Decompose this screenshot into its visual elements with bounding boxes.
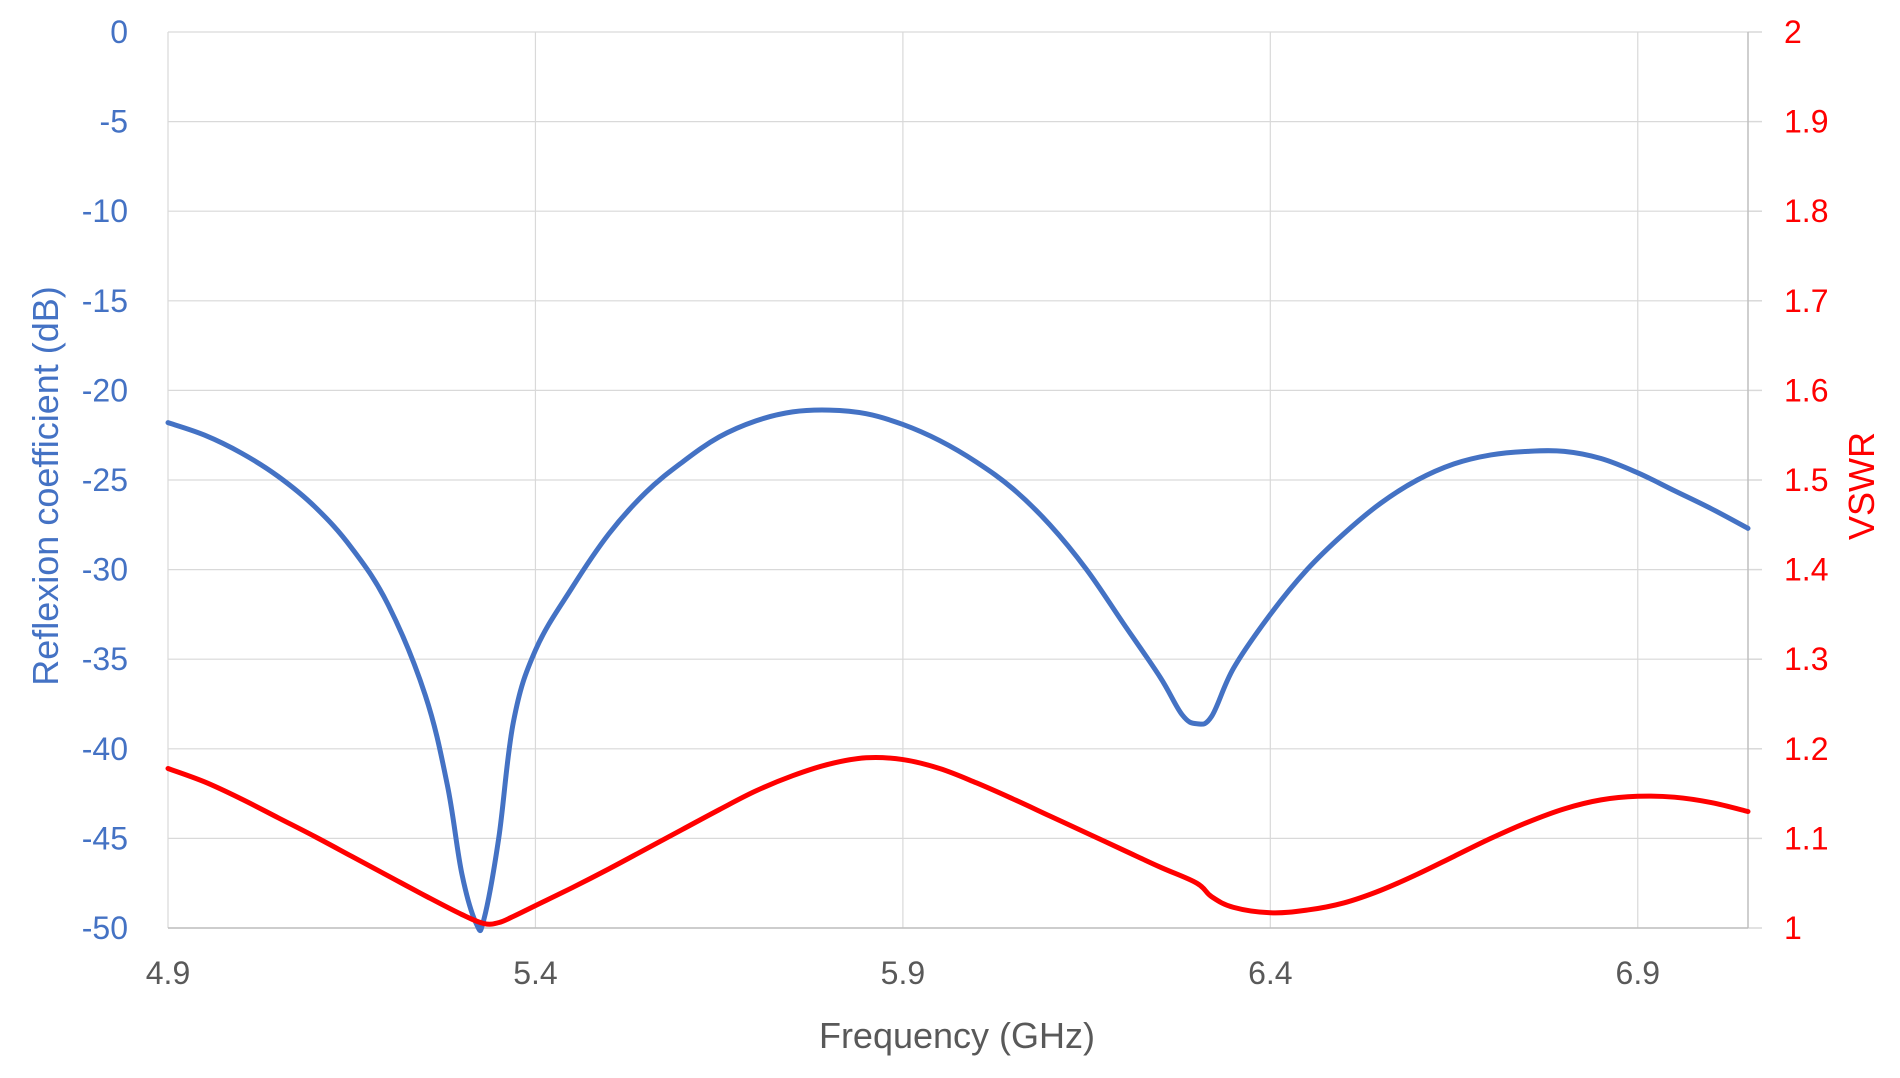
right-y-axis-title: VSWR xyxy=(1841,432,1882,540)
x-tick-label: 6.9 xyxy=(1616,955,1660,991)
left-y-axis-title: Reflexion coefficient (dB) xyxy=(25,286,66,686)
right-y-tick-label: 1 xyxy=(1784,910,1802,946)
right-y-tick-label: 1.3 xyxy=(1784,641,1828,677)
left-y-tick-label: -15 xyxy=(82,283,128,319)
right-y-tick-label: 2 xyxy=(1784,14,1802,50)
x-tick-label: 4.9 xyxy=(146,955,190,991)
right-y-tick-label: 1.4 xyxy=(1784,552,1828,588)
x-tick-label: 5.4 xyxy=(513,955,557,991)
vswr-series-line xyxy=(165,754,1751,927)
right-y-tick-label: 1.1 xyxy=(1784,820,1828,856)
gridlines xyxy=(167,31,1748,929)
x-tick-label: 5.9 xyxy=(881,955,925,991)
left-y-tick-label: -30 xyxy=(82,552,128,588)
series-lines xyxy=(165,407,1751,934)
left-y-tick-label: -5 xyxy=(100,104,128,140)
left-y-tick-label: -40 xyxy=(82,731,128,767)
right-y-tick-label: 1.6 xyxy=(1784,372,1828,408)
tick-labels: 0 -5 -10 -15 -20 -25 -30 -35 -40 -45 -50 2 1.9 1.8 1.7… xyxy=(82,14,1829,991)
left-y-tick-label: -35 xyxy=(82,641,128,677)
right-y-tick-label: 1.2 xyxy=(1784,731,1828,767)
right-y-tick-label: 1.9 xyxy=(1784,104,1828,140)
axes xyxy=(168,31,1762,929)
right-y-tick-label: 1.7 xyxy=(1784,283,1828,319)
left-y-tick-label: -25 xyxy=(82,462,128,498)
left-y-tick-label: -10 xyxy=(82,193,128,229)
left-y-tick-label: -50 xyxy=(82,910,128,946)
left-y-tick-label: -20 xyxy=(82,372,128,408)
left-y-tick-label: 0 xyxy=(110,14,128,50)
x-axis-title: Frequency (GHz) xyxy=(819,1015,1095,1056)
left-y-tick-label: -45 xyxy=(82,820,128,856)
x-tick-label: 6.4 xyxy=(1248,955,1292,991)
reflection-coefficient-series-line xyxy=(165,407,1751,934)
right-y-tick-label: 1.5 xyxy=(1784,462,1828,498)
right-y-tick-label: 1.8 xyxy=(1784,193,1828,229)
